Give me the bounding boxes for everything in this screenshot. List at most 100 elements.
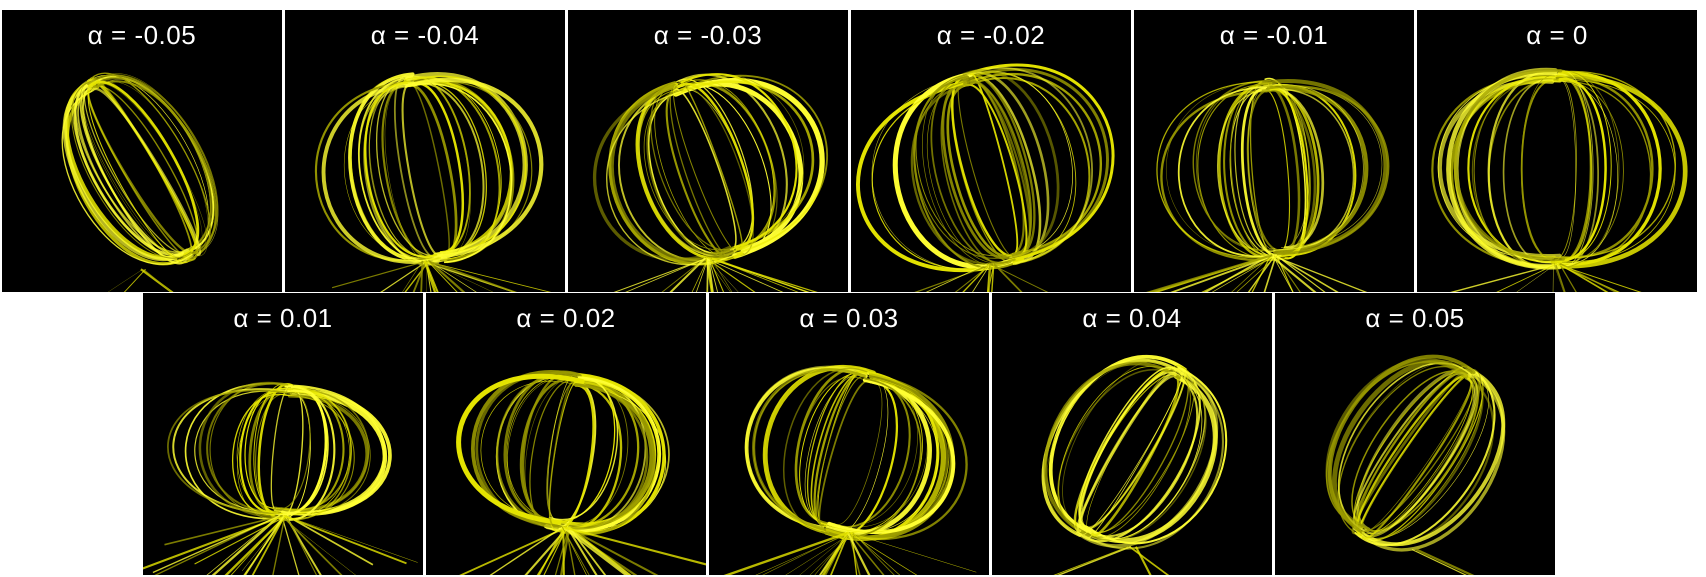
field-lines-figure (456, 370, 706, 575)
open-field-line (925, 263, 988, 292)
panel-alpha-plus-003: α = 0.03 (709, 293, 989, 575)
open-field-line (428, 260, 466, 292)
field-line (608, 83, 734, 264)
field-line (548, 376, 619, 521)
open-field-line (424, 260, 552, 292)
field-line (270, 384, 294, 510)
field-line (676, 88, 754, 256)
field-line (1360, 371, 1506, 552)
open-field-line (1271, 254, 1368, 292)
open-field-line (848, 532, 918, 575)
open-field-line (1269, 254, 1317, 292)
open-field-line (152, 515, 281, 574)
field-line (818, 380, 872, 527)
field-lines-figure (143, 381, 418, 575)
open-field-line (489, 526, 564, 575)
open-field-line (1558, 262, 1609, 292)
open-field-line (427, 260, 458, 292)
open-field-line (785, 532, 853, 575)
field-line (401, 83, 443, 257)
field-line (244, 387, 290, 509)
field-line (1550, 79, 1577, 262)
open-field-line (1516, 263, 1557, 292)
open-field-line (708, 257, 719, 292)
field-line (83, 77, 194, 254)
field-line (92, 76, 213, 254)
open-field-line (1411, 548, 1468, 575)
open-field-line (993, 263, 1023, 292)
open-field-line (695, 257, 709, 292)
field-line (871, 83, 1013, 270)
field-line (1551, 74, 1688, 269)
field-line (930, 75, 1015, 264)
open-field-line (412, 260, 427, 292)
field-line (239, 390, 288, 514)
open-field-line (987, 263, 995, 292)
open-field-line (1129, 546, 1170, 575)
open-field-line (424, 260, 439, 292)
open-field-line (707, 257, 739, 292)
open-field-line (707, 257, 818, 292)
field-line (672, 84, 745, 256)
open-field-line (272, 515, 286, 575)
field-lines-figure (61, 72, 219, 292)
field-line (1240, 88, 1282, 257)
field-line (232, 393, 290, 516)
field-line (1077, 370, 1184, 536)
field-line (321, 81, 448, 264)
field-line (551, 382, 649, 530)
field-line (1557, 69, 1594, 267)
field-line (673, 81, 804, 252)
open-field-line (710, 257, 733, 292)
open-field-line (1496, 263, 1558, 292)
field-line (675, 78, 754, 251)
field-line (1325, 358, 1469, 529)
open-field-line (962, 263, 991, 292)
field-line (1261, 88, 1317, 255)
field-line (381, 80, 441, 261)
field-line (1079, 375, 1180, 532)
field-line (1487, 70, 1558, 268)
field-line (184, 382, 294, 520)
field-line (892, 71, 1014, 270)
open-field-line (143, 514, 285, 570)
field-line (1262, 84, 1364, 251)
open-field-line (1247, 254, 1276, 292)
open-field-line (423, 260, 437, 292)
field-line (280, 389, 304, 517)
open-field-line (285, 515, 418, 563)
open-field-line (848, 532, 885, 575)
field-line (87, 74, 219, 255)
field-line (167, 389, 293, 515)
open-field-line (164, 514, 283, 546)
open-field-line (1263, 254, 1277, 292)
open-field-line (565, 526, 659, 575)
field-line (1078, 366, 1177, 528)
open-field-line (251, 515, 286, 575)
field-line (962, 69, 1060, 258)
open-field-line (914, 263, 995, 292)
field-line (1363, 368, 1481, 539)
open-field-line (1415, 548, 1475, 575)
field-line (1362, 377, 1473, 540)
field-line (71, 80, 192, 259)
field-line (1520, 75, 1557, 257)
field-lines-figure (1325, 354, 1506, 575)
open-field-line (691, 257, 709, 292)
open-field-line (711, 257, 799, 292)
open-field-line (821, 532, 849, 575)
open-field-line (281, 515, 300, 575)
field-line (1086, 374, 1199, 538)
open-field-line (705, 257, 784, 292)
field-lines-figure (592, 73, 828, 292)
field-line (827, 378, 956, 535)
field-line (253, 383, 289, 514)
field-lines-figure (1041, 354, 1228, 575)
field-line (1261, 79, 1388, 253)
field-line (1263, 87, 1325, 249)
open-field-line (1555, 263, 1620, 292)
field-line (680, 74, 828, 255)
open-field-line (1552, 263, 1554, 292)
field-line (1268, 83, 1310, 251)
open-field-line (661, 257, 706, 292)
